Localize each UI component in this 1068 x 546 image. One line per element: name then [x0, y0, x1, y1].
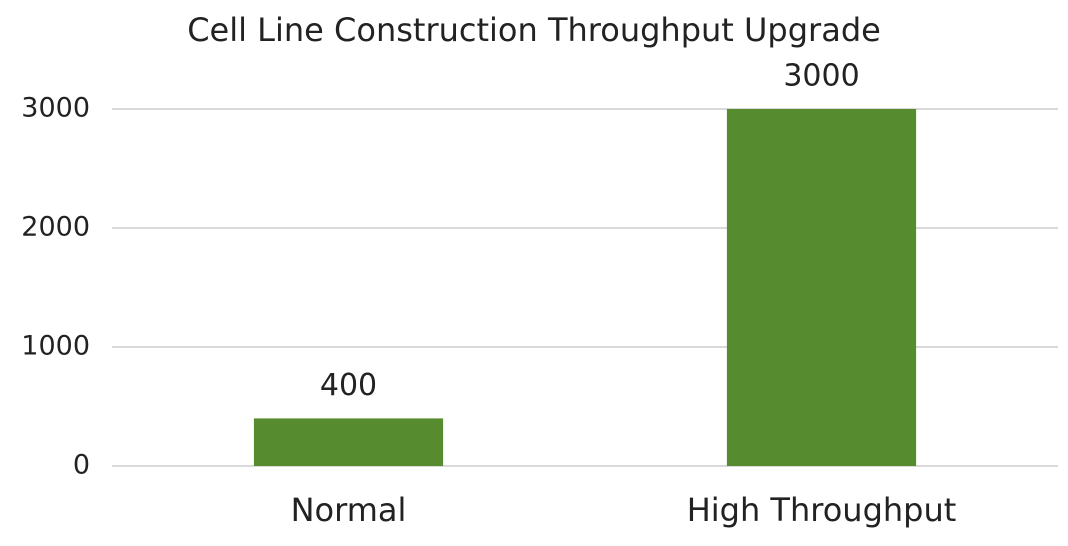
- data-label: 400: [320, 368, 377, 403]
- y-tick-label: 2000: [21, 212, 90, 243]
- x-tick-label: High Throughput: [687, 491, 957, 529]
- x-tick-label: Normal: [291, 491, 407, 529]
- data-label: 3000: [783, 59, 859, 94]
- bar: [253, 418, 444, 466]
- y-tick-label: 3000: [21, 93, 90, 124]
- chart-title: Cell Line Construction Throughput Upgrad…: [187, 11, 881, 49]
- bar: [726, 109, 917, 466]
- y-tick-label: 1000: [21, 331, 90, 362]
- y-tick-label: 0: [73, 450, 90, 481]
